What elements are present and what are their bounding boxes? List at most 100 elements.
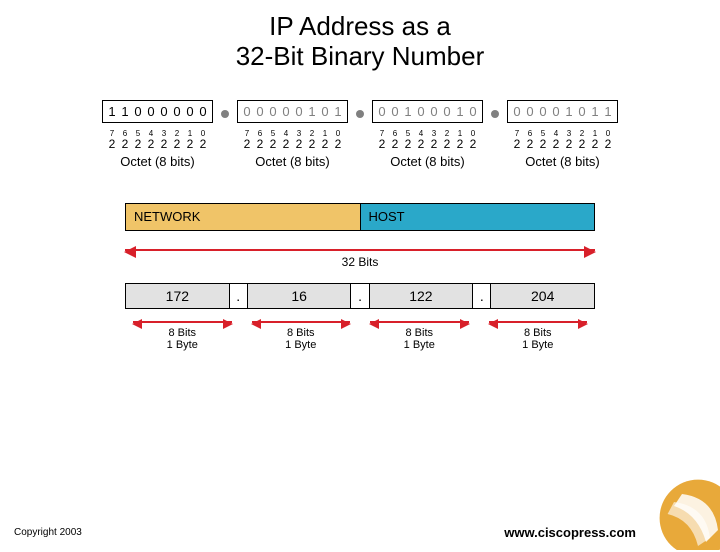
byte-byte-label: 1 Byte bbox=[167, 339, 198, 351]
base-digit: 2 bbox=[442, 137, 452, 151]
title-line-1: IP Address as a bbox=[269, 11, 451, 41]
byte-arrows-row: 8 Bits1 Byte8 Bits1 Byte8 Bits1 Byte8 Bi… bbox=[125, 317, 595, 351]
octet-group: 001000107654321022222222Octet (8 bits) bbox=[372, 100, 483, 169]
bit-digit: 0 bbox=[281, 104, 291, 119]
decimal-octets-row: 172.16.122.204 bbox=[125, 283, 595, 309]
byte-bits-label: 8 Bits bbox=[287, 327, 315, 339]
octet-separator-dot-icon bbox=[491, 110, 499, 118]
total-bits-arrow: 32 Bits bbox=[125, 241, 595, 271]
bit-digit: 0 bbox=[133, 104, 143, 119]
octet-bits-box: 00001011 bbox=[507, 100, 618, 123]
base-digit: 2 bbox=[577, 137, 587, 151]
byte-byte-label: 1 Byte bbox=[285, 339, 316, 351]
base-digit: 2 bbox=[390, 137, 400, 151]
host-label: HOST bbox=[369, 209, 405, 224]
bit-digit: 1 bbox=[333, 104, 343, 119]
bit-digit: 1 bbox=[307, 104, 317, 119]
decimal-octet-cell: 204 bbox=[491, 284, 594, 308]
octet-group: 110000007654321022222222Octet (8 bits) bbox=[102, 100, 213, 169]
base-digit: 2 bbox=[551, 137, 561, 151]
bit-digit: 1 bbox=[564, 104, 574, 119]
base-digit: 2 bbox=[294, 137, 304, 151]
octet-separator-dot-icon bbox=[356, 110, 364, 118]
base-digit: 2 bbox=[320, 137, 330, 151]
base-digit: 2 bbox=[255, 137, 265, 151]
base-digit: 2 bbox=[146, 137, 156, 151]
byte-column: 8 Bits1 Byte bbox=[244, 317, 359, 351]
bit-digit: 0 bbox=[268, 104, 278, 119]
binary-octets-row: 110000007654321022222222Octet (8 bits)00… bbox=[0, 100, 720, 169]
base-digit: 2 bbox=[333, 137, 343, 151]
octet-label: Octet (8 bits) bbox=[390, 154, 464, 169]
bit-digit: 0 bbox=[146, 104, 156, 119]
base-digit: 2 bbox=[281, 137, 291, 151]
network-host-bar: NETWORK HOST bbox=[125, 203, 595, 231]
bit-digit: 0 bbox=[525, 104, 535, 119]
base-digit: 2 bbox=[172, 137, 182, 151]
base-digit: 2 bbox=[120, 137, 130, 151]
byte-column: 8 Bits1 Byte bbox=[125, 317, 240, 351]
base-row: 22222222 bbox=[242, 137, 343, 151]
base-digit: 2 bbox=[307, 137, 317, 151]
byte-byte-label: 1 Byte bbox=[522, 339, 553, 351]
page-title: IP Address as a 32-Bit Binary Number bbox=[0, 12, 720, 72]
decimal-dot-separator: . bbox=[473, 284, 491, 308]
byte-byte-label: 1 Byte bbox=[404, 339, 435, 351]
octet-separator-dot-icon bbox=[221, 110, 229, 118]
base-digit: 2 bbox=[159, 137, 169, 151]
octet-bits-box: 00100010 bbox=[372, 100, 483, 123]
host-segment: HOST bbox=[361, 204, 595, 230]
bit-digit: 0 bbox=[416, 104, 426, 119]
base-row: 22222222 bbox=[512, 137, 613, 151]
bit-digit: 0 bbox=[294, 104, 304, 119]
network-label: NETWORK bbox=[134, 209, 200, 224]
bit-digit: 0 bbox=[390, 104, 400, 119]
bit-digit: 0 bbox=[551, 104, 561, 119]
base-digit: 2 bbox=[377, 137, 387, 151]
decimal-dot-separator: . bbox=[351, 284, 369, 308]
base-row: 22222222 bbox=[107, 137, 208, 151]
title-line-2: 32-Bit Binary Number bbox=[236, 41, 485, 71]
bit-digit: 1 bbox=[590, 104, 600, 119]
bit-digit: 1 bbox=[455, 104, 465, 119]
byte-bits-label: 8 Bits bbox=[524, 327, 552, 339]
base-digit: 2 bbox=[525, 137, 535, 151]
base-digit: 2 bbox=[403, 137, 413, 151]
base-digit: 2 bbox=[455, 137, 465, 151]
octet-group: 000010117654321022222222Octet (8 bits) bbox=[507, 100, 618, 169]
bit-digit: 0 bbox=[538, 104, 548, 119]
decimal-octet-cell: 16 bbox=[248, 284, 352, 308]
network-segment: NETWORK bbox=[126, 204, 361, 230]
base-digit: 2 bbox=[468, 137, 478, 151]
copyright-text: Copyright 2003 bbox=[14, 527, 82, 538]
byte-width-arrow-icon bbox=[362, 317, 477, 327]
bit-digit: 0 bbox=[468, 104, 478, 119]
base-digit: 2 bbox=[242, 137, 252, 151]
bit-digit: 0 bbox=[198, 104, 208, 119]
bit-digit: 0 bbox=[577, 104, 587, 119]
bit-digit: 0 bbox=[377, 104, 387, 119]
bit-digit: 0 bbox=[185, 104, 195, 119]
octet-group: 000001017654321022222222Octet (8 bits) bbox=[237, 100, 348, 169]
bit-digit: 0 bbox=[172, 104, 182, 119]
decimal-dot-separator: . bbox=[230, 284, 248, 308]
bit-digit: 0 bbox=[255, 104, 265, 119]
byte-width-arrow-icon bbox=[481, 317, 596, 327]
byte-column: 8 Bits1 Byte bbox=[481, 317, 596, 351]
bit-digit: 1 bbox=[603, 104, 613, 119]
byte-bits-label: 8 Bits bbox=[168, 327, 196, 339]
base-digit: 2 bbox=[538, 137, 548, 151]
octet-label: Octet (8 bits) bbox=[525, 154, 599, 169]
bit-digit: 1 bbox=[403, 104, 413, 119]
bit-digit: 0 bbox=[242, 104, 252, 119]
base-digit: 2 bbox=[185, 137, 195, 151]
base-digit: 2 bbox=[268, 137, 278, 151]
footer-url: www.ciscopress.com bbox=[504, 525, 636, 540]
base-digit: 2 bbox=[133, 137, 143, 151]
octet-bits-box: 00000101 bbox=[237, 100, 348, 123]
bit-digit: 0 bbox=[512, 104, 522, 119]
bit-digit: 0 bbox=[320, 104, 330, 119]
octet-bits-box: 11000000 bbox=[102, 100, 213, 123]
bit-digit: 1 bbox=[107, 104, 117, 119]
footer: Copyright 2003 www.ciscopress.com bbox=[0, 525, 720, 540]
